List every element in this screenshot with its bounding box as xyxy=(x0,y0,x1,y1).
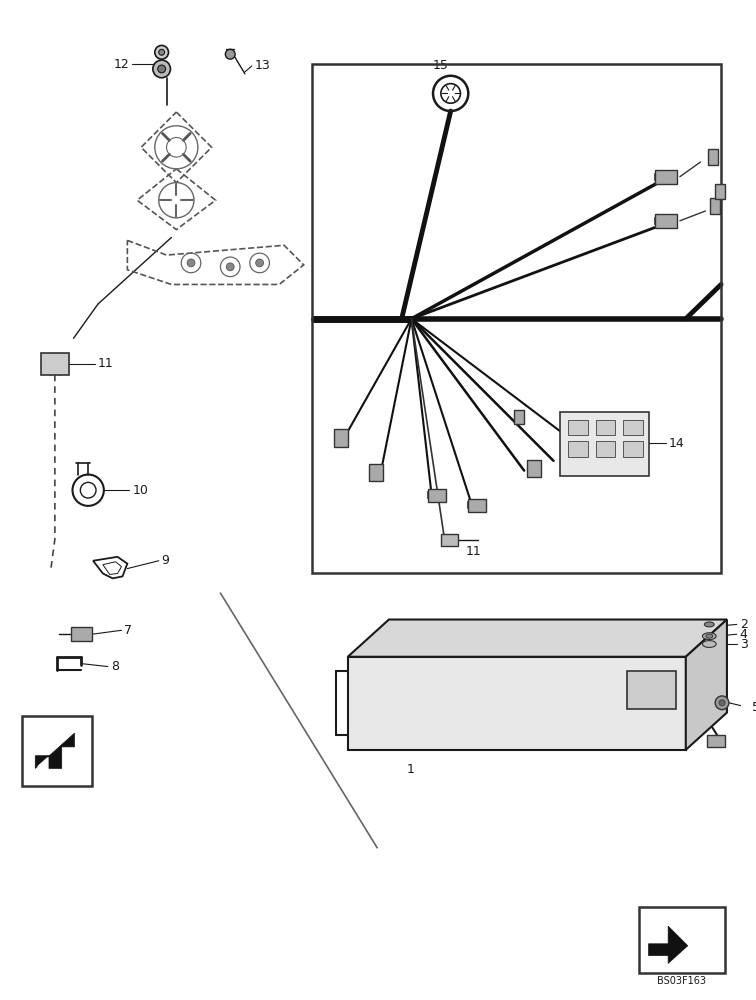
Polygon shape xyxy=(348,657,686,750)
Text: 10: 10 xyxy=(132,484,148,497)
Ellipse shape xyxy=(702,641,716,647)
Text: 3: 3 xyxy=(739,638,748,651)
Polygon shape xyxy=(36,733,74,768)
Bar xyxy=(527,460,541,477)
Bar xyxy=(596,420,615,435)
Circle shape xyxy=(155,45,169,59)
Bar xyxy=(711,198,720,214)
Bar xyxy=(70,627,92,641)
Bar xyxy=(655,214,677,228)
Text: 5: 5 xyxy=(752,701,756,714)
Text: 1: 1 xyxy=(407,763,414,776)
Bar xyxy=(22,716,92,786)
Ellipse shape xyxy=(705,622,714,627)
Circle shape xyxy=(225,49,235,59)
Bar xyxy=(441,534,458,546)
Circle shape xyxy=(187,259,195,267)
Polygon shape xyxy=(348,620,727,657)
Circle shape xyxy=(158,65,166,73)
Bar xyxy=(596,441,615,457)
Text: 9: 9 xyxy=(162,554,169,567)
Circle shape xyxy=(226,263,234,271)
Bar xyxy=(708,735,725,747)
Bar xyxy=(623,420,643,435)
Circle shape xyxy=(715,696,729,710)
Text: 8: 8 xyxy=(110,660,119,673)
Bar xyxy=(655,170,677,184)
Circle shape xyxy=(153,60,170,78)
Bar xyxy=(560,412,649,476)
Bar xyxy=(311,64,721,573)
Bar xyxy=(569,420,588,435)
Bar xyxy=(334,429,348,447)
Text: 11: 11 xyxy=(98,357,113,370)
Bar xyxy=(623,441,643,457)
Ellipse shape xyxy=(706,634,713,638)
Bar xyxy=(468,499,486,512)
Text: 14: 14 xyxy=(669,437,685,450)
Bar xyxy=(708,149,718,165)
Text: 15: 15 xyxy=(433,59,449,72)
Text: 2: 2 xyxy=(739,618,748,631)
Text: 11: 11 xyxy=(466,545,481,558)
Polygon shape xyxy=(686,620,727,750)
Polygon shape xyxy=(37,757,47,766)
Text: BS03F163: BS03F163 xyxy=(658,976,706,986)
Text: 12: 12 xyxy=(113,58,129,71)
Circle shape xyxy=(256,259,264,267)
Bar xyxy=(715,184,725,199)
Text: 7: 7 xyxy=(125,624,132,637)
Bar xyxy=(41,353,69,375)
Circle shape xyxy=(159,49,165,55)
Circle shape xyxy=(719,700,725,706)
Text: 13: 13 xyxy=(255,59,271,72)
Bar xyxy=(639,907,725,973)
Bar xyxy=(569,441,588,457)
Bar xyxy=(514,410,524,424)
Ellipse shape xyxy=(702,633,716,640)
Polygon shape xyxy=(649,926,688,963)
Text: 4: 4 xyxy=(739,628,748,641)
Bar xyxy=(370,464,383,481)
Bar xyxy=(428,489,446,502)
Bar xyxy=(627,671,676,709)
